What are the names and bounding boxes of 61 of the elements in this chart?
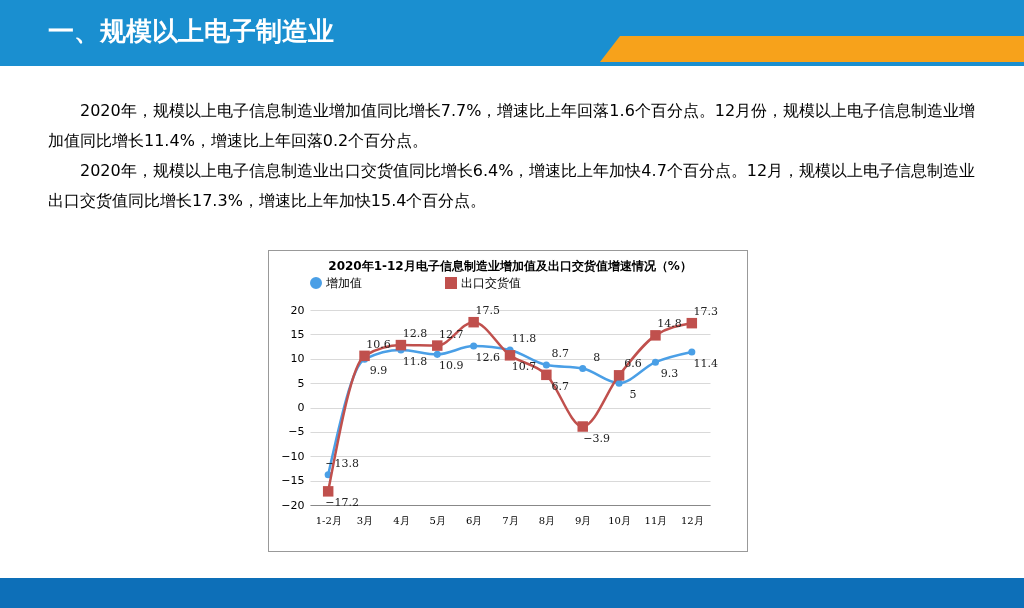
text: 2020年，规模以上电子信息制造业增加值同比增长7.7%，增速比上年回落1.6个百分点。12月份，规模以上电子信息制造业增加值同比增长11.4%，增速比上年回落0.2个百分点。 xyxy=(48,100,977,152)
point xyxy=(686,317,698,329)
y-tick-label: −5 xyxy=(288,425,305,439)
data-label: 9.9 xyxy=(369,364,388,378)
legend-label: 增加值 xyxy=(325,276,362,290)
y-tick-label: −15 xyxy=(281,474,305,488)
x-tick-label: 6月 xyxy=(465,514,483,526)
point xyxy=(504,350,516,361)
data-label: −3.9 xyxy=(583,431,611,445)
point xyxy=(395,339,407,351)
point xyxy=(613,370,625,381)
point xyxy=(541,369,552,381)
x-tick-label: 5月 xyxy=(429,514,446,526)
data-label: 10.9 xyxy=(439,359,464,373)
x-tick-label: 9月 xyxy=(575,514,592,526)
y-tick-label: −20 xyxy=(281,498,305,512)
data-label: 12.8 xyxy=(402,327,428,341)
x-tick-label: 4月 xyxy=(393,514,410,526)
chart-title: 2020年1-12月电子信息制造业增加值及出口交货值增速情况（%） xyxy=(328,259,692,273)
data-label: 10.7 xyxy=(511,360,537,374)
y-tick-label: −10 xyxy=(281,449,305,463)
point xyxy=(650,330,661,341)
data-label: 14.8 xyxy=(657,317,682,331)
data-label: 17.3 xyxy=(693,305,719,319)
y-tick-label: 0 xyxy=(297,401,305,414)
point xyxy=(579,364,587,373)
data-label: 11.8 xyxy=(511,331,537,345)
point xyxy=(322,486,334,497)
point xyxy=(468,316,479,328)
data-label: 10.6 xyxy=(366,337,391,351)
x-tick-label: 12月 xyxy=(680,514,704,526)
x-tick-label: 1-2月 xyxy=(315,514,342,526)
point xyxy=(433,350,441,358)
data-label: 11.8 xyxy=(402,354,428,368)
data-label: 17.5 xyxy=(475,304,500,318)
x-tick-label: 10月 xyxy=(608,514,631,526)
y-tick-label: 15 xyxy=(290,327,305,341)
data-label: 12.6 xyxy=(475,351,500,365)
data-label: 9.3 xyxy=(660,367,679,381)
text: 一、规模以上电子制造业 xyxy=(48,15,334,48)
data-label: −17.2 xyxy=(325,496,360,510)
point xyxy=(651,358,659,366)
point xyxy=(577,421,588,432)
point xyxy=(688,348,696,356)
y-tick-label: 10 xyxy=(290,352,305,366)
data-label: 11.4 xyxy=(693,356,719,370)
point xyxy=(542,361,550,369)
x-tick-label: 8月 xyxy=(538,514,556,526)
point xyxy=(470,342,478,350)
data-label: 5 xyxy=(629,388,637,402)
text: 2020年，规模以上电子信息制造业出口交货值同比增长6.4%，增速比上年加快4.7个百分点。12月，规模以上电子信息制造业出口交货值同比增长17.3%，增速比上年加快15.4个百分点。 xyxy=(48,160,977,212)
y-tick-label: 5 xyxy=(297,376,305,390)
y-tick-label: 20 xyxy=(290,303,305,317)
data-label: 8 xyxy=(593,350,601,364)
point xyxy=(359,350,370,362)
x-tick-label: 3月 xyxy=(356,514,374,526)
point xyxy=(432,340,443,351)
x-tick-label: 7月 xyxy=(502,514,519,526)
data-label: 8.7 xyxy=(551,347,570,361)
legend-label: 出口交货值 xyxy=(461,276,521,290)
x-tick-label: 11月 xyxy=(644,514,668,526)
